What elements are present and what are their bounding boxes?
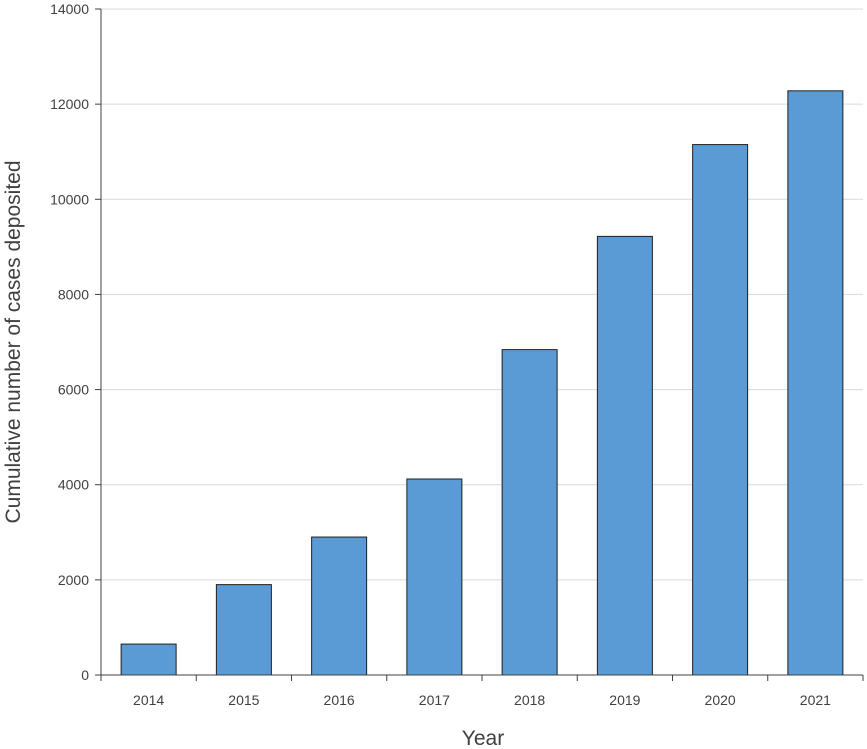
x-tick-label: 2015 [228,692,259,708]
y-tick-label: 8000 [58,286,89,302]
bar-2020 [692,144,749,676]
y-tick-label: 10000 [50,191,89,207]
y-tick-label: 6000 [58,382,89,398]
y-tick-label: 0 [81,667,89,683]
gridlines [101,8,863,581]
bar-2018 [501,349,558,676]
bar-2014 [120,643,177,676]
bar-2021 [787,90,844,676]
bar-2017 [406,478,463,676]
x-tick-label: 2021 [800,692,831,708]
x-tick-label: 2018 [514,692,545,708]
y-tick-label: 12000 [50,96,89,112]
bars [120,90,844,676]
x-tick-label: 2014 [133,692,164,708]
x-tick-labels: 2014 2015 2016 2017 2018 2019 2020 2021 [133,692,831,708]
x-axis-title: Year [462,727,504,749]
y-tick-label: 14000 [50,1,89,17]
y-axis-title: Cumulative number of cases deposited [2,160,25,523]
y-tick-label: 4000 [58,477,89,493]
y-tick-label: 2000 [58,572,89,588]
bar-2016 [311,536,368,676]
x-tick-label: 2019 [609,692,640,708]
x-tick-label: 2016 [324,692,355,708]
x-tick-label: 2017 [419,692,450,708]
bar-2015 [215,584,272,676]
axes [95,8,864,681]
bar-2019 [596,235,653,676]
x-tick-label: 2020 [705,692,736,708]
y-tick-labels: 0 2000 4000 6000 8000 10000 12000 14000 [50,1,89,683]
